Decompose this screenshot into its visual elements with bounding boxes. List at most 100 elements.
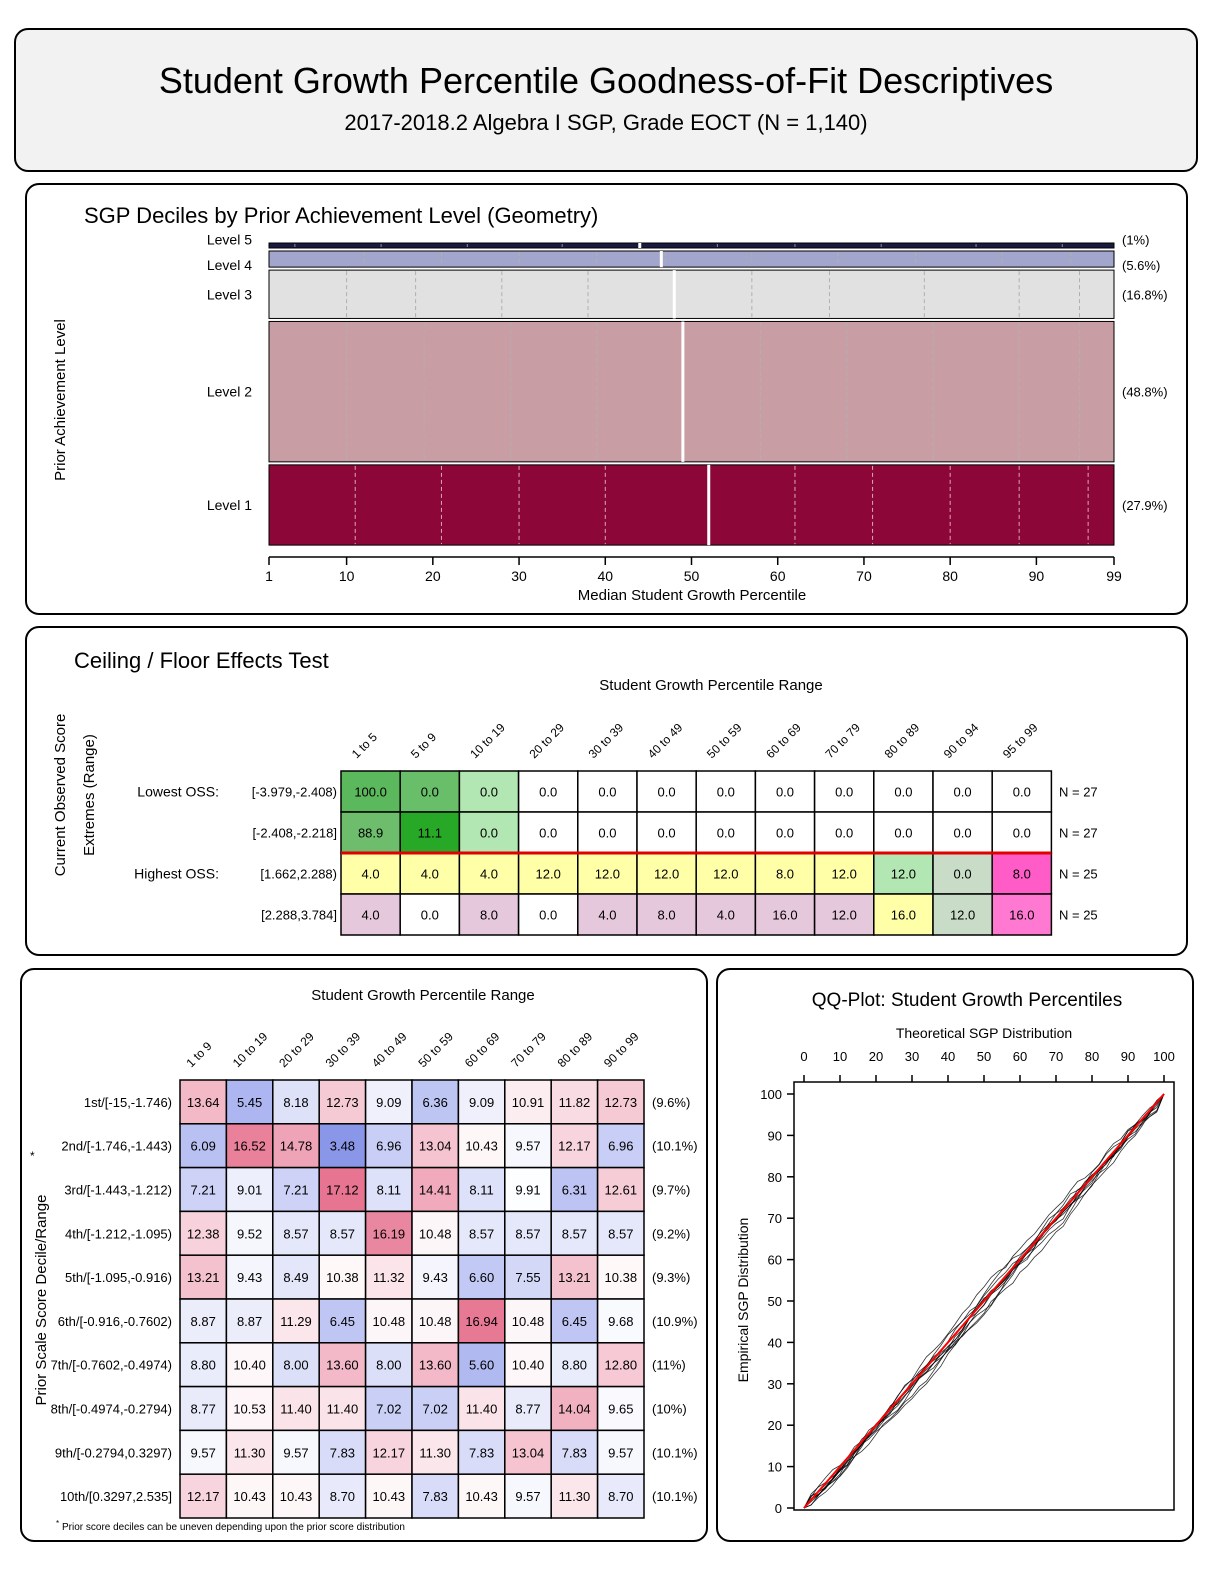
- column-label: 5 to 9: [408, 730, 439, 761]
- x-tick-label: 70: [856, 568, 872, 584]
- level-pct: (27.9%): [1122, 498, 1168, 513]
- cell-value: 6.60: [469, 1270, 494, 1285]
- table-cell: [399, 770, 461, 813]
- cell-value: 9.09: [376, 1095, 401, 1110]
- column-label: 40 to 49: [645, 720, 686, 761]
- heatmap-cell: [272, 1254, 320, 1300]
- ceiling-ylabel-line1: Current Observed Score: [52, 714, 69, 877]
- heatmap-cell: [457, 1342, 506, 1388]
- x-tick-label: 40: [597, 568, 613, 584]
- table-cell: [695, 893, 757, 936]
- qq-ylabel: Empirical SGP Distribution: [735, 1218, 751, 1383]
- row-label: 1st/[-15,-1.746): [84, 1095, 172, 1110]
- cell-value: 11.30: [234, 1445, 266, 1460]
- heatmap-cell: [504, 1385, 552, 1432]
- column-label: 20 to 29: [276, 1029, 317, 1070]
- table-cell: [636, 770, 697, 813]
- heatmap-cell: [596, 1210, 645, 1256]
- cell-value: 0.0: [539, 826, 557, 841]
- heatmap-cell: [272, 1166, 320, 1213]
- cell-value: 0.0: [1013, 826, 1031, 841]
- heatmap-cell: [179, 1385, 228, 1432]
- heatmap-cell: [225, 1079, 274, 1125]
- table-cell: [695, 811, 757, 854]
- cell-value: 8.00: [283, 1358, 308, 1373]
- table-cell: [754, 811, 816, 854]
- cell-value: 16.52: [233, 1139, 266, 1154]
- heatmap-cell: [457, 1385, 506, 1432]
- table-cell: [458, 770, 520, 813]
- row-n: N = 27: [1059, 826, 1098, 841]
- x-tick-label: 10: [339, 568, 355, 584]
- column-label: 40 to 49: [369, 1029, 410, 1070]
- column-label: 50 to 59: [415, 1029, 456, 1070]
- row-pct: (9.3%): [652, 1270, 690, 1285]
- heatmap-cell: [272, 1298, 320, 1344]
- table-cell: [577, 893, 638, 936]
- row-pct: (10.1%): [652, 1139, 698, 1154]
- page-title: Student Growth Percentile Goodness-of-Fi…: [158, 60, 1054, 101]
- cell-value: 14.04: [558, 1402, 591, 1417]
- cell-value: 10.48: [419, 1226, 452, 1241]
- row-pct: (10%): [652, 1402, 687, 1417]
- row-pct: (9.6%): [652, 1095, 690, 1110]
- cell-value: 14.78: [280, 1139, 313, 1154]
- y-tick-label: 40: [768, 1335, 782, 1350]
- heatmap-ylabel-mark: *: [30, 1149, 35, 1163]
- cell-value: 0.0: [954, 867, 972, 882]
- heatmap-cell: [550, 1342, 599, 1388]
- table-cell: [399, 852, 461, 895]
- cell-value: 9.57: [515, 1489, 540, 1504]
- heatmap-cell: [596, 1166, 645, 1213]
- level-pct: (16.8%): [1122, 287, 1168, 302]
- cell-value: 10.38: [326, 1270, 359, 1285]
- cell-value: 7.83: [469, 1445, 494, 1460]
- column-label: 1 to 5: [349, 730, 380, 761]
- row-n: N = 25: [1059, 908, 1098, 923]
- level-bar: [268, 250, 1115, 268]
- cell-value: 6.36: [423, 1095, 448, 1110]
- heatmap-cell: [457, 1210, 506, 1256]
- cell-value: 13.64: [187, 1095, 220, 1110]
- row-pct: (10.9%): [652, 1314, 698, 1329]
- heatmap-cell: [411, 1473, 460, 1519]
- cell-value: 0.0: [421, 785, 439, 800]
- cell-value: 6.96: [376, 1139, 401, 1154]
- heatmap-cell: [179, 1123, 228, 1169]
- y-tick-label: 10: [768, 1460, 782, 1475]
- qq-series-line: [803, 1093, 1165, 1509]
- cell-value: 7.21: [191, 1183, 216, 1198]
- cell-value: 13.04: [512, 1445, 545, 1460]
- cell-value: 16.0: [772, 908, 797, 923]
- heatmap-cell: [179, 1079, 228, 1125]
- qq-xlabel: Theoretical SGP Distribution: [896, 1025, 1072, 1041]
- heatmap-cell: [272, 1429, 320, 1475]
- qq-title: QQ-Plot: Student Growth Percentiles: [812, 990, 1122, 1011]
- x-tick-label: 30: [905, 1049, 919, 1064]
- column-label: 10 to 19: [230, 1029, 271, 1070]
- cell-value: 7.02: [376, 1402, 401, 1417]
- table-cell: [517, 811, 579, 854]
- deciles-title: SGP Deciles by Prior Achievement Level (…: [84, 203, 598, 228]
- heatmap-cell: [272, 1385, 320, 1432]
- heatmap-cell: [411, 1298, 460, 1344]
- cell-value: 8.57: [469, 1226, 494, 1241]
- cell-value: 9.43: [423, 1270, 448, 1285]
- x-tick-label: 50: [684, 568, 700, 584]
- x-tick-label: 80: [1085, 1049, 1099, 1064]
- heatmap-ylabel: Prior Scale Score Decile/Range: [33, 1195, 50, 1406]
- table-cell: [932, 893, 993, 936]
- deciles-panel: SGP Deciles by Prior Achievement Level (…: [25, 183, 1188, 615]
- cell-value: 10.43: [465, 1489, 498, 1504]
- cell-value: 12.0: [950, 908, 975, 923]
- cell-value: 16.94: [465, 1314, 498, 1329]
- table-cell: [458, 852, 520, 895]
- row-label: 10th/[0.3297,2.535]: [60, 1489, 172, 1504]
- cell-value: 6.45: [330, 1314, 355, 1329]
- table-cell: [695, 770, 757, 813]
- cell-value: 0.0: [954, 785, 972, 800]
- x-tick-label: 90: [1029, 568, 1045, 584]
- cell-value: 8.57: [515, 1226, 540, 1241]
- cell-value: 4.0: [598, 908, 616, 923]
- heatmap-cell: [225, 1166, 274, 1213]
